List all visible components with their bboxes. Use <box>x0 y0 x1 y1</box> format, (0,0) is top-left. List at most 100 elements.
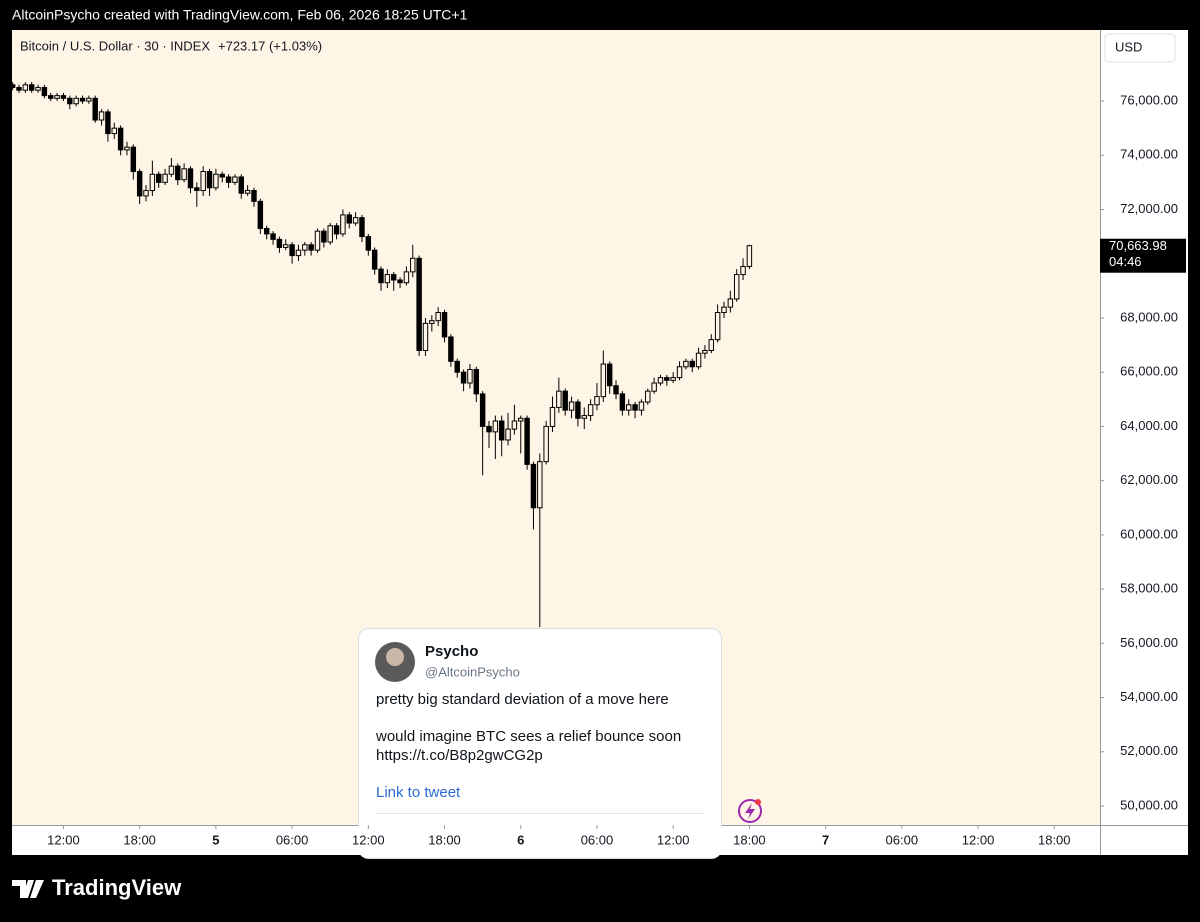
candle-body <box>587 404 594 417</box>
candle-body <box>67 97 73 105</box>
card-bg <box>358 628 722 859</box>
candle-body <box>35 86 41 91</box>
tweet-line: pretty big standard deviation of a move … <box>376 691 669 708</box>
last-price-tag <box>1100 238 1186 273</box>
candle-body <box>327 225 333 243</box>
candle-body <box>86 97 92 102</box>
icon-ring <box>738 799 762 823</box>
alert-icon[interactable] <box>738 799 762 823</box>
y-tick-label: 66,000.00 <box>1120 364 1178 379</box>
y-tick-label: 52,000.00 <box>1120 743 1178 758</box>
x-tick-label: 6 <box>517 832 524 847</box>
candle-body <box>314 230 321 251</box>
candle-body <box>543 425 549 463</box>
icon-dot <box>755 799 761 805</box>
candle-body <box>664 377 670 381</box>
x-tick-label: 12:00 <box>962 832 995 847</box>
candle-body <box>511 420 518 430</box>
icon-bolt <box>745 803 755 819</box>
candle-body <box>28 84 35 91</box>
candle-body <box>9 84 16 88</box>
candle-body <box>441 312 448 338</box>
candle-body <box>365 236 372 251</box>
y-tick-label: 64,000.00 <box>1120 418 1178 433</box>
candle-body <box>638 401 645 411</box>
candle-body <box>162 173 168 183</box>
x-tick-label: 06:00 <box>581 832 614 847</box>
avatar-face <box>386 648 404 666</box>
candle-body <box>702 349 708 354</box>
candle-body <box>73 97 79 105</box>
candle-body <box>54 95 60 99</box>
candle-body <box>143 190 149 197</box>
x-tick-label: 18:00 <box>1038 832 1071 847</box>
candle-body <box>740 265 746 276</box>
candle-body <box>676 366 683 379</box>
candle-body <box>479 393 486 427</box>
candle-body <box>22 84 29 91</box>
candle-body <box>352 217 359 224</box>
x-tick-label: 12:00 <box>47 832 80 847</box>
candle-body <box>524 417 530 465</box>
candle-body <box>41 86 48 97</box>
candle-body <box>251 190 257 202</box>
candle-body <box>276 238 283 248</box>
tweet-link[interactable]: Link to tweet <box>376 784 461 801</box>
candle-body <box>289 244 295 257</box>
currency-label[interactable]: USD <box>1115 39 1142 54</box>
candle-body <box>181 168 187 181</box>
candle-body <box>448 336 454 362</box>
candle-body <box>556 390 562 408</box>
legend-change: +723.17 (+1.03%) <box>218 38 322 53</box>
candle-body <box>60 95 67 99</box>
candle-body <box>270 233 276 240</box>
candle-body <box>626 404 632 411</box>
x-tick-label: 12:00 <box>657 832 690 847</box>
x-tick-label: 18:00 <box>428 832 461 847</box>
candle-body <box>346 214 352 224</box>
candle-body <box>136 171 143 197</box>
price-axis-area <box>1100 30 1188 855</box>
candle-body <box>606 363 613 387</box>
candle-body <box>378 268 384 284</box>
y-tick-label: 68,000.00 <box>1120 309 1178 324</box>
last-price-label: 70,663.98 <box>1109 238 1167 253</box>
legend-title: Bitcoin / U.S. Dollar · 30 · INDEX <box>20 38 210 53</box>
candle-body <box>98 111 105 121</box>
candle-body <box>416 257 422 351</box>
candle-body <box>714 312 721 341</box>
candle-body <box>733 274 740 300</box>
candle-body <box>359 217 365 238</box>
candle-body <box>79 97 86 102</box>
candle-body <box>460 371 467 384</box>
y-tick-label: 54,000.00 <box>1120 689 1178 704</box>
x-tick-label: 12:00 <box>352 832 385 847</box>
candle-body <box>117 127 124 151</box>
candle-body <box>594 396 600 406</box>
candle-body <box>645 390 651 403</box>
x-tick-label: 18:00 <box>123 832 156 847</box>
y-tick-label: 74,000.00 <box>1120 147 1178 162</box>
candle-body <box>219 173 225 178</box>
candle-body <box>333 225 340 235</box>
footer-logo: TradingView <box>12 875 182 900</box>
logo-mark <box>12 880 44 898</box>
currency-button[interactable] <box>1104 33 1176 63</box>
y-tick-label: 56,000.00 <box>1120 635 1178 650</box>
candle-body <box>48 95 54 99</box>
candle-body <box>689 360 695 368</box>
candle-body <box>708 339 715 351</box>
candle-body <box>746 245 753 267</box>
candle-body <box>187 168 194 189</box>
candle-body <box>397 279 403 284</box>
candle-body <box>105 111 111 135</box>
candle-body <box>530 463 537 509</box>
candle-body <box>384 274 391 284</box>
y-tick-label: 60,000.00 <box>1120 526 1178 541</box>
candle-body <box>403 271 410 284</box>
candle-body <box>467 368 473 384</box>
tweet-name: Psycho <box>425 643 478 660</box>
candle-body <box>657 377 664 384</box>
candle-body <box>498 420 505 441</box>
